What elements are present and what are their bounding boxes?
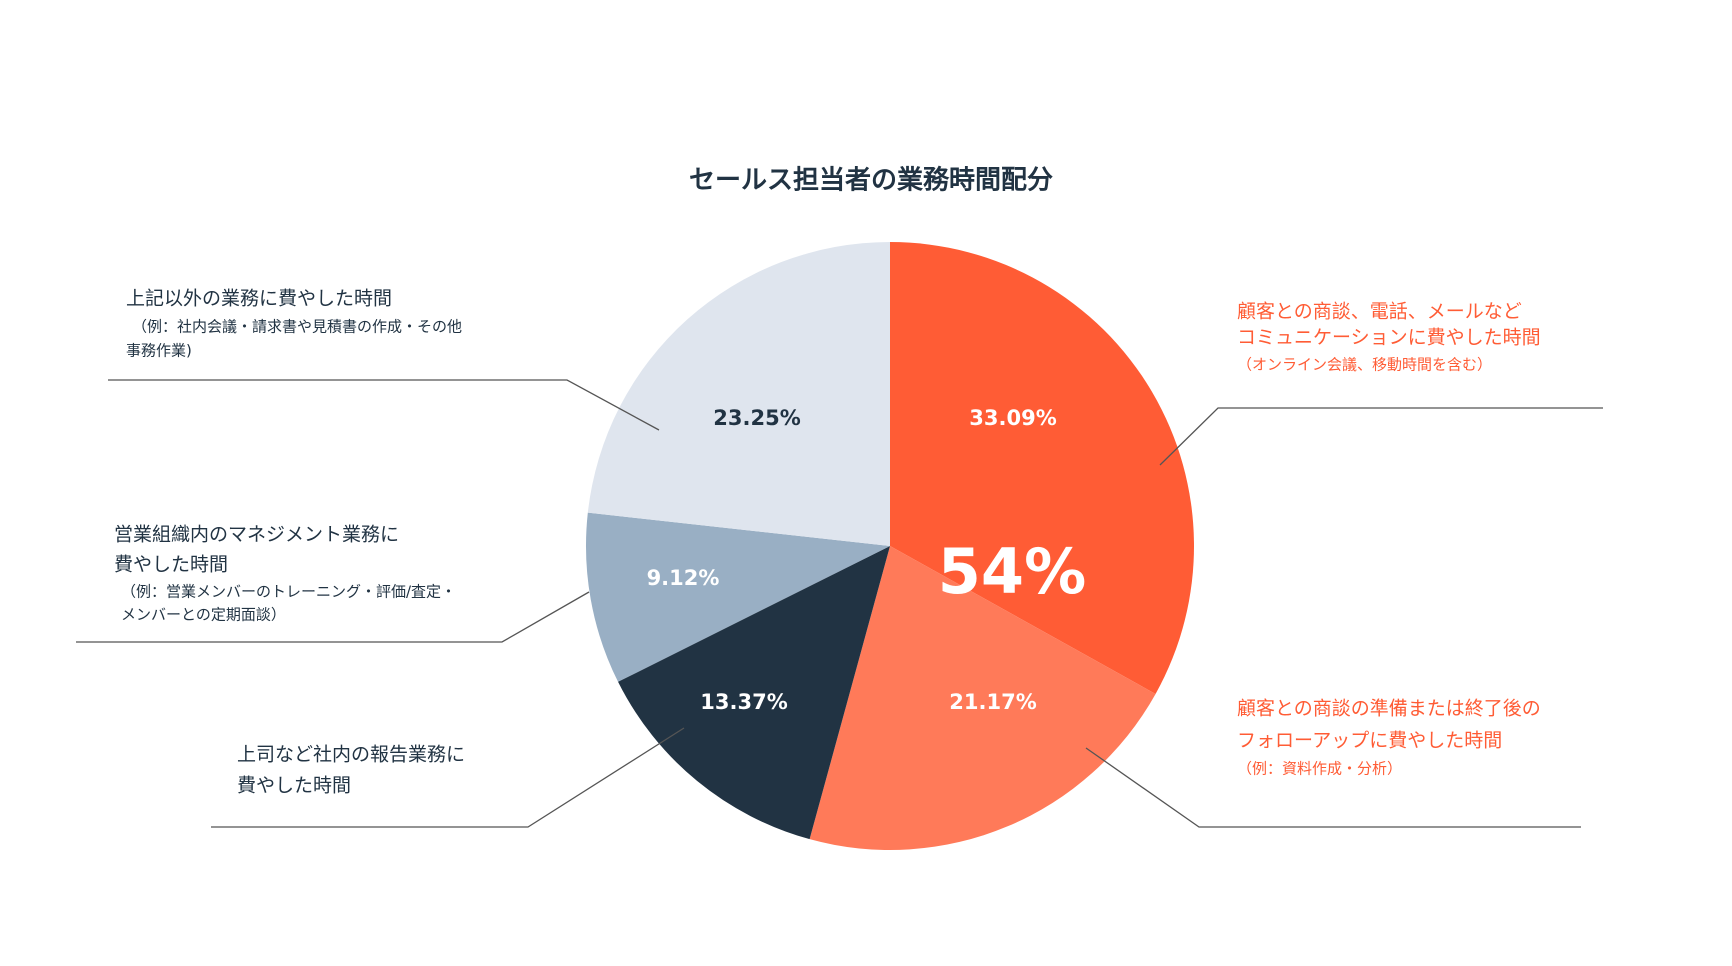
value-label: 23.25% (713, 406, 800, 430)
category-label: 費やした時間 (237, 775, 351, 797)
leader-line (211, 727, 685, 828)
category-note: （例：資料作成・分析） (1237, 760, 1402, 778)
category-label: 費やした時間 (114, 554, 228, 576)
category-note: （例：社内会議・請求書や見積書の作成・その他 (132, 318, 462, 336)
pie-slice (809, 546, 1156, 851)
pie-slice (587, 242, 890, 546)
value-label: 33.09% (969, 406, 1056, 430)
value-label: 9.12% (647, 566, 720, 590)
category-label: 上記以外の業務に費やした時間 (126, 288, 392, 310)
category-note: （オンライン会議、移動時間を含む） (1237, 356, 1492, 374)
category-label: 営業組織内のマネジメント業務に (114, 524, 399, 546)
leader-line (1159, 407, 1603, 466)
leader-line (108, 379, 660, 431)
pie-slice (586, 512, 890, 682)
value-label: 21.17% (949, 690, 1036, 714)
chart-title: セールス担当者の業務時間配分 (689, 166, 1053, 196)
category-note: （例：営業メンバーのトレーニング・評価/査定・ (121, 583, 456, 601)
category-note: メンバーとの定期面談） (121, 606, 286, 624)
category-label: コミュニケーションに費やした時間 (1237, 327, 1541, 349)
category-label: 上司など社内の報告業務に (237, 744, 465, 766)
annotation: 54% (938, 535, 1086, 608)
category-label: 顧客との商談、電話、メールなど (1237, 301, 1522, 323)
category-label: フォローアップに費やした時間 (1237, 730, 1502, 752)
pie-slice (618, 546, 890, 840)
category-note: 事務作業) (126, 342, 192, 360)
leader-line (1085, 747, 1581, 828)
value-label: 13.37% (700, 690, 787, 714)
pie-slice (890, 242, 1194, 694)
leader-line (76, 591, 590, 643)
category-label: 顧客との商談の準備または終了後の (1237, 698, 1541, 720)
